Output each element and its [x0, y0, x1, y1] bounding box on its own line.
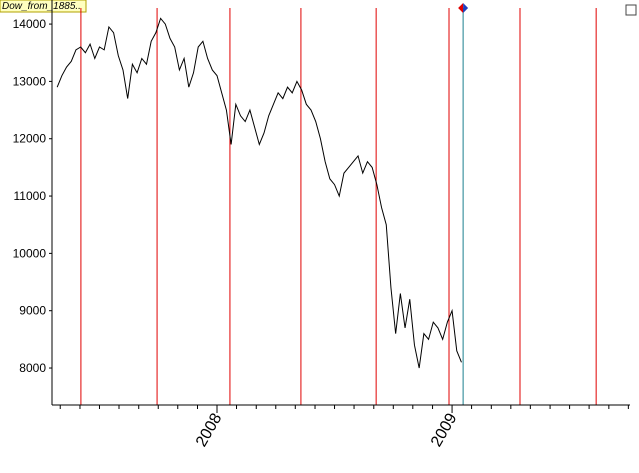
y-tick-label: 11000	[14, 189, 47, 203]
price-line	[56, 17, 462, 369]
y-tick-label: 12000	[13, 132, 47, 146]
series-label: Dow_from_1885..	[2, 1, 81, 12]
cursor-marker-right	[463, 3, 469, 13]
y-tick-label: 14000	[13, 17, 47, 31]
y-tick-label: 9000	[19, 304, 46, 318]
series-label-box	[0, 0, 87, 13]
y-tick-label: 8000	[19, 361, 46, 375]
x-tick-label: 2008	[193, 410, 226, 449]
x-tick-label: 2009	[428, 410, 461, 449]
y-tick-label: 10000	[13, 246, 47, 260]
corner-icon[interactable]	[625, 4, 637, 16]
y-tick-label: 13000	[13, 74, 47, 88]
cursor-marker-left	[458, 3, 464, 13]
